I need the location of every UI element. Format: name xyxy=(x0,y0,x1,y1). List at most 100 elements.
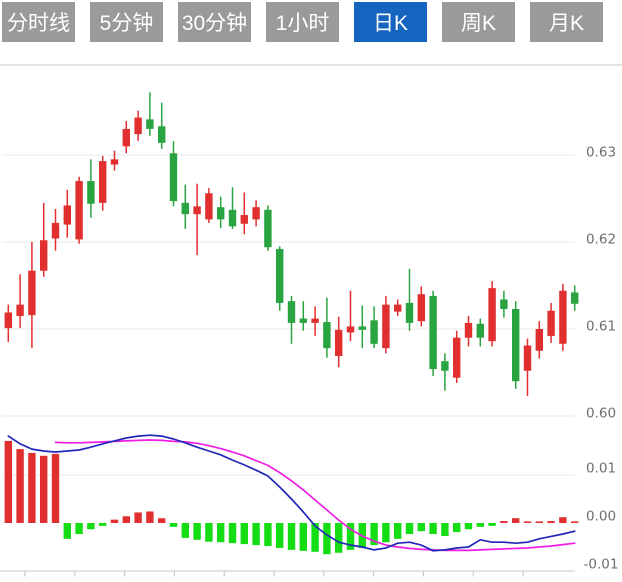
candle xyxy=(547,302,555,343)
candle xyxy=(311,306,319,336)
macd-bar-negative xyxy=(346,523,355,550)
candle xyxy=(110,150,119,171)
macd-bar-negative xyxy=(217,523,225,543)
macd-bar-positive xyxy=(512,518,520,523)
candle-body xyxy=(240,215,248,224)
tab-1hour[interactable]: 1小时 xyxy=(266,2,339,42)
macd-bar-positive xyxy=(559,517,567,523)
candle-body xyxy=(51,222,60,239)
candle xyxy=(535,321,543,359)
macd-bar-negative xyxy=(476,523,484,527)
tab-5min[interactable]: 5分钟 xyxy=(90,2,163,42)
axis-labels: 0.63 0.62 0.61 0.60 0.01 0.00 -0.01 xyxy=(584,145,619,573)
price-axis-label: 0.61 xyxy=(586,319,616,335)
price-axis-label: 0.60 xyxy=(586,406,616,422)
macd-bar-negative xyxy=(228,523,237,544)
tab-monthly-k[interactable]: 月K xyxy=(530,2,603,42)
candle-body xyxy=(146,119,154,129)
candle-body xyxy=(464,322,473,338)
macd-bar-positive xyxy=(547,521,555,523)
macd-bar-negative xyxy=(453,523,461,533)
macd-bar-negative xyxy=(169,523,178,527)
macd-bar-negative xyxy=(299,523,307,551)
macd-bar-positive xyxy=(40,455,48,523)
candle xyxy=(394,299,402,316)
candle-body xyxy=(323,322,331,349)
macd-bar-negative xyxy=(287,523,296,550)
candle xyxy=(146,92,154,136)
candle-body xyxy=(382,304,390,349)
candle xyxy=(441,353,449,391)
candle xyxy=(134,110,142,142)
macd-bar-positive xyxy=(28,452,36,523)
macd-bar-negative xyxy=(335,523,343,553)
macd-bar-positive xyxy=(500,521,508,523)
candle-body xyxy=(134,117,142,135)
tab-fenshi[interactable]: 分时线 xyxy=(2,2,75,42)
macd-axis-label: 0.01 xyxy=(586,461,616,477)
candle-body xyxy=(16,304,24,316)
candle xyxy=(158,102,166,149)
macd-bar-negative xyxy=(252,523,260,546)
macd-bar-negative xyxy=(240,523,248,545)
macd-pane xyxy=(0,434,579,577)
candle-body xyxy=(571,292,579,304)
tab-30min[interactable]: 30分钟 xyxy=(178,2,251,42)
candle-body xyxy=(547,310,555,336)
macd-bar-positive xyxy=(110,519,119,523)
macd-bar-negative xyxy=(370,523,378,546)
candle xyxy=(4,304,12,343)
tab-weekly-k[interactable]: 周K xyxy=(442,2,515,42)
candle xyxy=(63,189,71,238)
candle-body xyxy=(122,128,130,147)
macd-bar-positive xyxy=(122,516,130,523)
macd-bar-negative xyxy=(464,523,473,530)
candle xyxy=(346,290,355,342)
candle xyxy=(122,121,130,154)
candle-body xyxy=(417,294,425,322)
macd-bar-positive xyxy=(158,518,166,523)
candle-body xyxy=(40,240,48,271)
candle xyxy=(405,268,414,331)
candle-body xyxy=(28,270,36,316)
macd-bar-positive xyxy=(134,512,142,523)
macd-bar-negative xyxy=(205,523,213,542)
candle-body xyxy=(500,299,508,309)
candle xyxy=(464,315,473,347)
candle xyxy=(205,188,213,223)
candle-body xyxy=(299,318,307,323)
candle xyxy=(417,286,425,327)
candle xyxy=(559,283,567,351)
candle-body xyxy=(476,323,484,338)
macd-bar-positive xyxy=(571,521,579,523)
candle-body xyxy=(429,295,437,370)
candle-body xyxy=(405,302,414,323)
macd-bar-positive xyxy=(16,449,24,523)
candle xyxy=(75,176,83,244)
candle-wick xyxy=(302,301,305,331)
macd-bar-positive xyxy=(51,453,60,523)
candle-body xyxy=(335,329,343,356)
candle-body xyxy=(441,361,449,371)
candle xyxy=(500,290,508,318)
candle xyxy=(488,281,496,347)
candle-body xyxy=(523,345,532,371)
candle xyxy=(51,208,60,251)
candle xyxy=(523,338,532,396)
candle xyxy=(287,295,296,344)
candle-body xyxy=(358,326,366,330)
macd-bar-negative xyxy=(488,523,496,526)
candle-body xyxy=(346,326,355,333)
candle xyxy=(252,200,260,227)
macd-bar-negative xyxy=(99,523,107,526)
candle xyxy=(476,318,484,347)
price-axis-label: 0.62 xyxy=(586,232,616,248)
candle-body xyxy=(311,318,319,323)
candle-body xyxy=(512,308,520,382)
tab-daily-k[interactable]: 日K xyxy=(354,2,427,42)
candle-wick xyxy=(42,202,45,277)
candle-wick xyxy=(349,290,352,342)
macd-bar-negative xyxy=(405,523,414,535)
